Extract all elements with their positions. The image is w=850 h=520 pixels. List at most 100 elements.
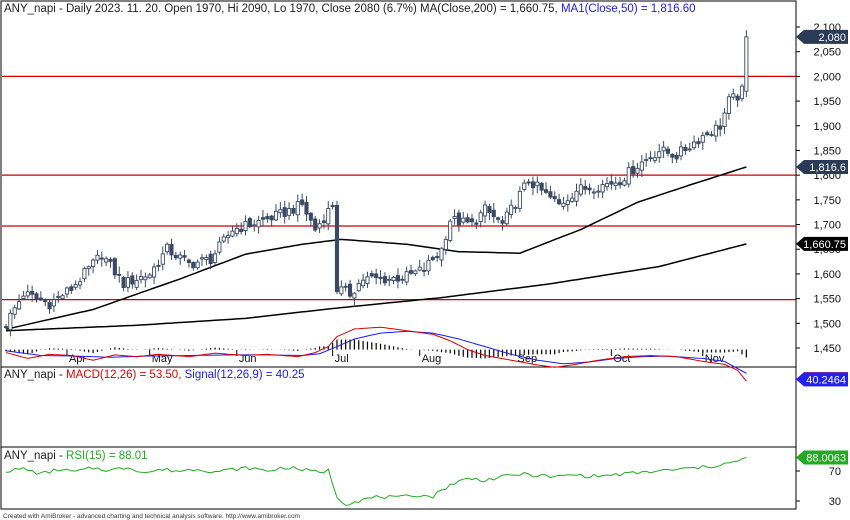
candle-body (530, 181, 536, 189)
candle-body (713, 124, 718, 137)
candle-body (108, 258, 113, 262)
candle-body (339, 286, 344, 295)
candle-body (343, 285, 348, 288)
candle-body (321, 220, 326, 223)
candle-body (334, 205, 340, 293)
candle-body (361, 279, 366, 287)
candle-body (138, 276, 144, 281)
candle-body (639, 161, 644, 171)
candle-body (308, 212, 313, 221)
candle-body (347, 283, 353, 297)
macd-series (5, 326, 747, 382)
candle-body (744, 36, 749, 92)
candle-body (587, 187, 592, 191)
candle-body (461, 217, 466, 223)
candle-body (47, 302, 52, 310)
candle-body (726, 96, 731, 114)
candle-body (456, 212, 461, 226)
candle-body (661, 146, 666, 152)
candle-body (208, 253, 213, 265)
month-label: Jun (239, 353, 257, 365)
candle-body (64, 287, 70, 295)
candle-body (121, 276, 126, 289)
horizontal-levels (2, 75, 796, 301)
candle-body (609, 181, 614, 185)
candle-body (25, 291, 30, 297)
candle-body (125, 277, 130, 288)
candle-body (304, 201, 309, 215)
candle-body (644, 159, 649, 162)
candle-body (195, 261, 200, 269)
month-label: Aug (422, 353, 442, 365)
candle-body (709, 134, 714, 137)
candle-body (239, 228, 244, 233)
candle-body (591, 191, 596, 194)
candle-body (718, 125, 723, 130)
price-tick-label: 1,600 (813, 269, 841, 281)
candle-body (38, 297, 43, 301)
candle-body (408, 270, 414, 274)
candle-body (513, 206, 518, 209)
rsi-value-tag-box (796, 450, 848, 465)
candle-body (112, 258, 117, 276)
candle-body (352, 292, 357, 299)
candle-body (500, 220, 505, 224)
price-tick-label: 2,050 (813, 47, 841, 59)
moving-averages (5, 166, 747, 332)
candle-body (178, 254, 183, 259)
candle-body (8, 312, 13, 331)
candle-body (509, 204, 514, 216)
candle-body (561, 202, 566, 207)
candle-body (604, 183, 610, 188)
price-tick-label: 1,850 (813, 145, 841, 157)
candle-body (269, 215, 274, 221)
candle-body (217, 241, 222, 253)
candle-body (687, 148, 692, 151)
rsi-value-tag-text: 88.0063 (806, 452, 846, 464)
candle-body (73, 284, 78, 288)
candle-body (565, 200, 570, 205)
ma200-legend: MA(Close,200) = 1,660.75, (420, 3, 558, 15)
candle-body (326, 208, 331, 225)
candle-body (156, 264, 161, 267)
candle-body (539, 182, 544, 191)
candle-body (543, 189, 549, 193)
candle-body (613, 182, 618, 187)
ma50-tag-text: 1,816.6 (809, 162, 846, 174)
candle-body (478, 212, 483, 223)
candle-body (696, 141, 701, 145)
candle-body (522, 182, 527, 190)
candle-body (169, 244, 174, 256)
candle-body (448, 220, 453, 241)
candle-body (69, 286, 74, 291)
candle-body (692, 141, 697, 149)
candle-body (570, 197, 575, 202)
candle-body (387, 278, 392, 281)
ma200-tag-text: 1,660.75 (803, 239, 846, 251)
candle-body (395, 275, 401, 282)
candle-body (173, 254, 178, 259)
candle-body (247, 218, 252, 228)
candle-body (278, 209, 283, 214)
candle-body (369, 273, 374, 277)
signal-value-tag-box (796, 372, 848, 387)
rsi-tick-label: 30 (829, 496, 841, 508)
candle-body (618, 182, 623, 186)
ma200-line (5, 243, 747, 332)
candle-body (56, 295, 61, 298)
candle-body (134, 280, 139, 288)
candle-body (731, 93, 736, 98)
candle-body (435, 256, 440, 258)
candlesticks (3, 30, 749, 337)
candle-body (186, 259, 191, 263)
candle-body (256, 219, 261, 228)
signal-legend-value: Signal(12,26,9) = 40.25 (185, 369, 305, 381)
candle-body (330, 205, 335, 208)
price-tick-label: 1,450 (813, 343, 841, 355)
ma50-tag-box (796, 159, 848, 174)
candle-body (77, 281, 83, 286)
candle-body (670, 153, 675, 158)
candle-body (665, 148, 671, 154)
price-tick-label: 1,500 (813, 318, 841, 330)
candle-body (622, 180, 627, 186)
